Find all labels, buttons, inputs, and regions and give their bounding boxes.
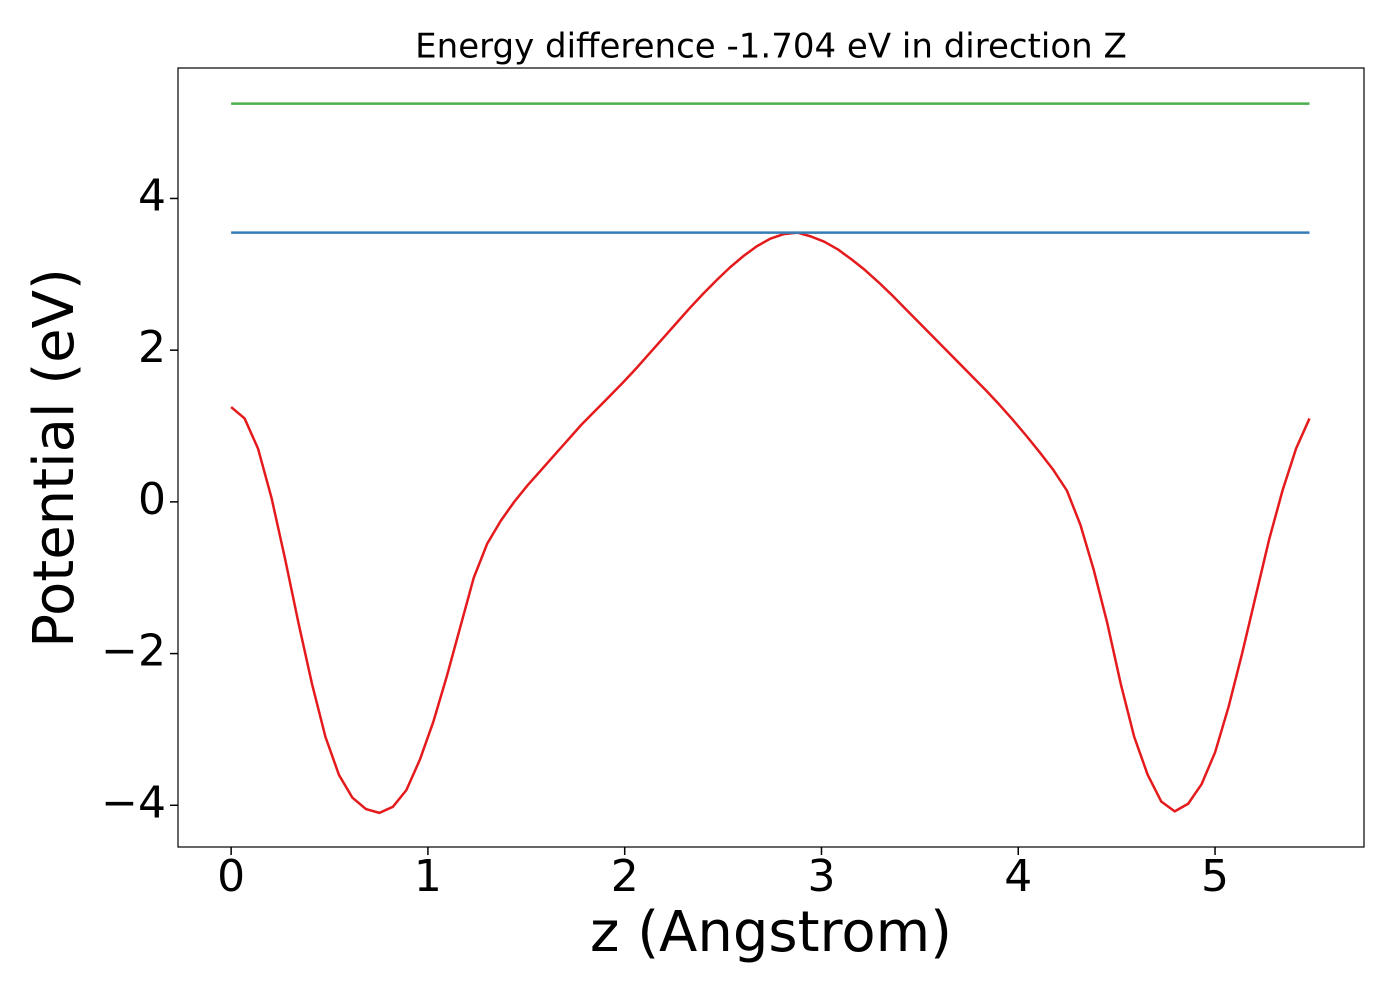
x-tick-label: 3: [807, 851, 835, 902]
chart-title: Energy difference -1.704 eV in direction…: [415, 27, 1127, 67]
x-tick-label: 4: [1004, 851, 1032, 902]
y-tick-label: 2: [138, 322, 166, 373]
x-tick-label: 1: [414, 851, 442, 902]
x-tick-label: 2: [611, 851, 639, 902]
y-tick-label: 0: [138, 474, 166, 525]
x-axis-label: z (Angstrom): [590, 900, 952, 965]
y-axis-label: Potential (eV): [22, 268, 87, 648]
series-line: [230, 231, 1311, 815]
y-tick-label: −4: [101, 777, 166, 828]
y-tick-label: −2: [101, 626, 166, 677]
plot-frame: [177, 67, 1365, 848]
x-tick-label: 5: [1201, 851, 1229, 902]
y-tick-label: 4: [138, 170, 166, 221]
x-tick-label: 0: [217, 851, 245, 902]
